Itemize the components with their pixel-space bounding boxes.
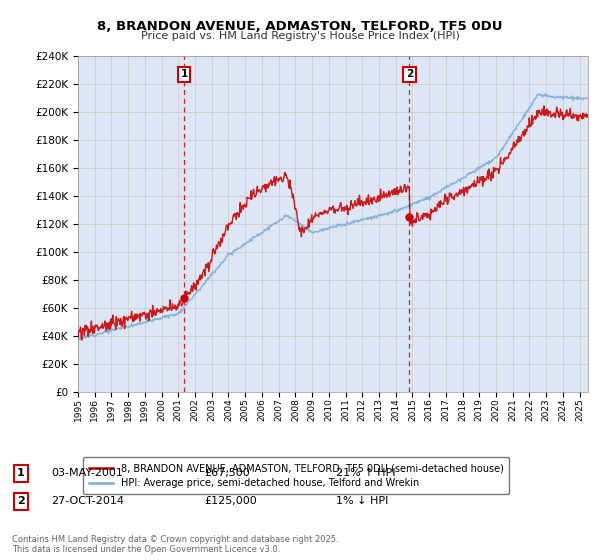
Text: £125,000: £125,000 <box>204 496 257 506</box>
Text: Price paid vs. HM Land Registry's House Price Index (HPI): Price paid vs. HM Land Registry's House … <box>140 31 460 41</box>
Text: £67,500: £67,500 <box>204 468 250 478</box>
Text: 1: 1 <box>181 69 188 80</box>
Text: Contains HM Land Registry data © Crown copyright and database right 2025.
This d: Contains HM Land Registry data © Crown c… <box>12 535 338 554</box>
Text: 2: 2 <box>17 496 25 506</box>
Text: 2: 2 <box>406 69 413 80</box>
Text: 1: 1 <box>17 468 25 478</box>
Text: 1% ↓ HPI: 1% ↓ HPI <box>336 496 388 506</box>
Text: 03-MAY-2001: 03-MAY-2001 <box>51 468 123 478</box>
Text: 27-OCT-2014: 27-OCT-2014 <box>51 496 124 506</box>
Text: 8, BRANDON AVENUE, ADMASTON, TELFORD, TF5 0DU: 8, BRANDON AVENUE, ADMASTON, TELFORD, TF… <box>97 20 503 32</box>
Legend: 8, BRANDON AVENUE, ADMASTON, TELFORD, TF5 0DU (semi-detached house), HPI: Averag: 8, BRANDON AVENUE, ADMASTON, TELFORD, TF… <box>83 458 509 494</box>
Text: 21% ↑ HPI: 21% ↑ HPI <box>336 468 395 478</box>
